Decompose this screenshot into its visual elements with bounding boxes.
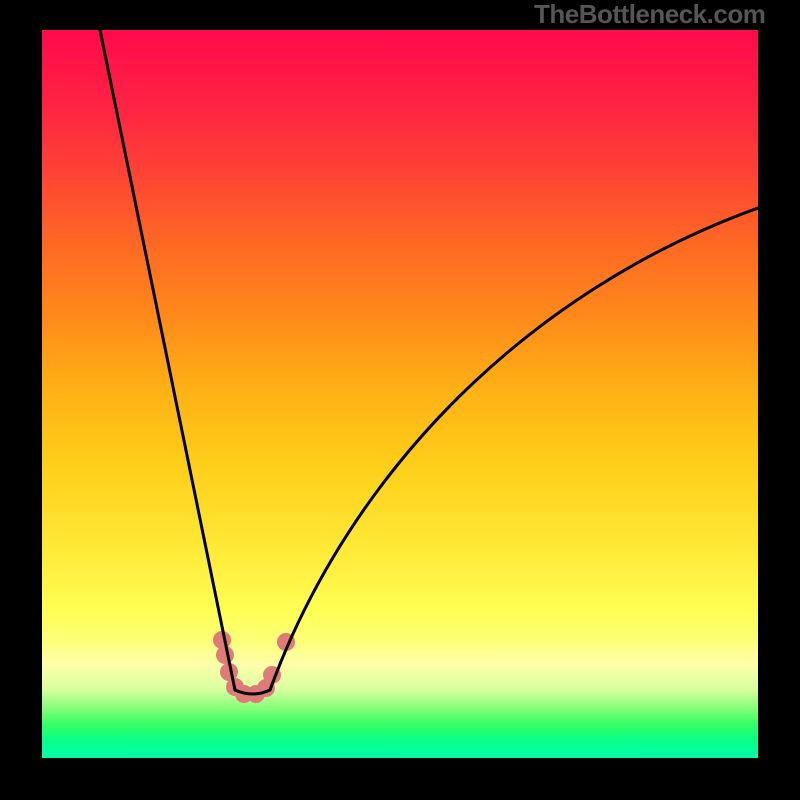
- plot-background: [42, 30, 758, 758]
- watermark-text: TheBottleneck.com: [534, 0, 765, 30]
- chart: [0, 0, 800, 800]
- trough-marker: [216, 646, 234, 664]
